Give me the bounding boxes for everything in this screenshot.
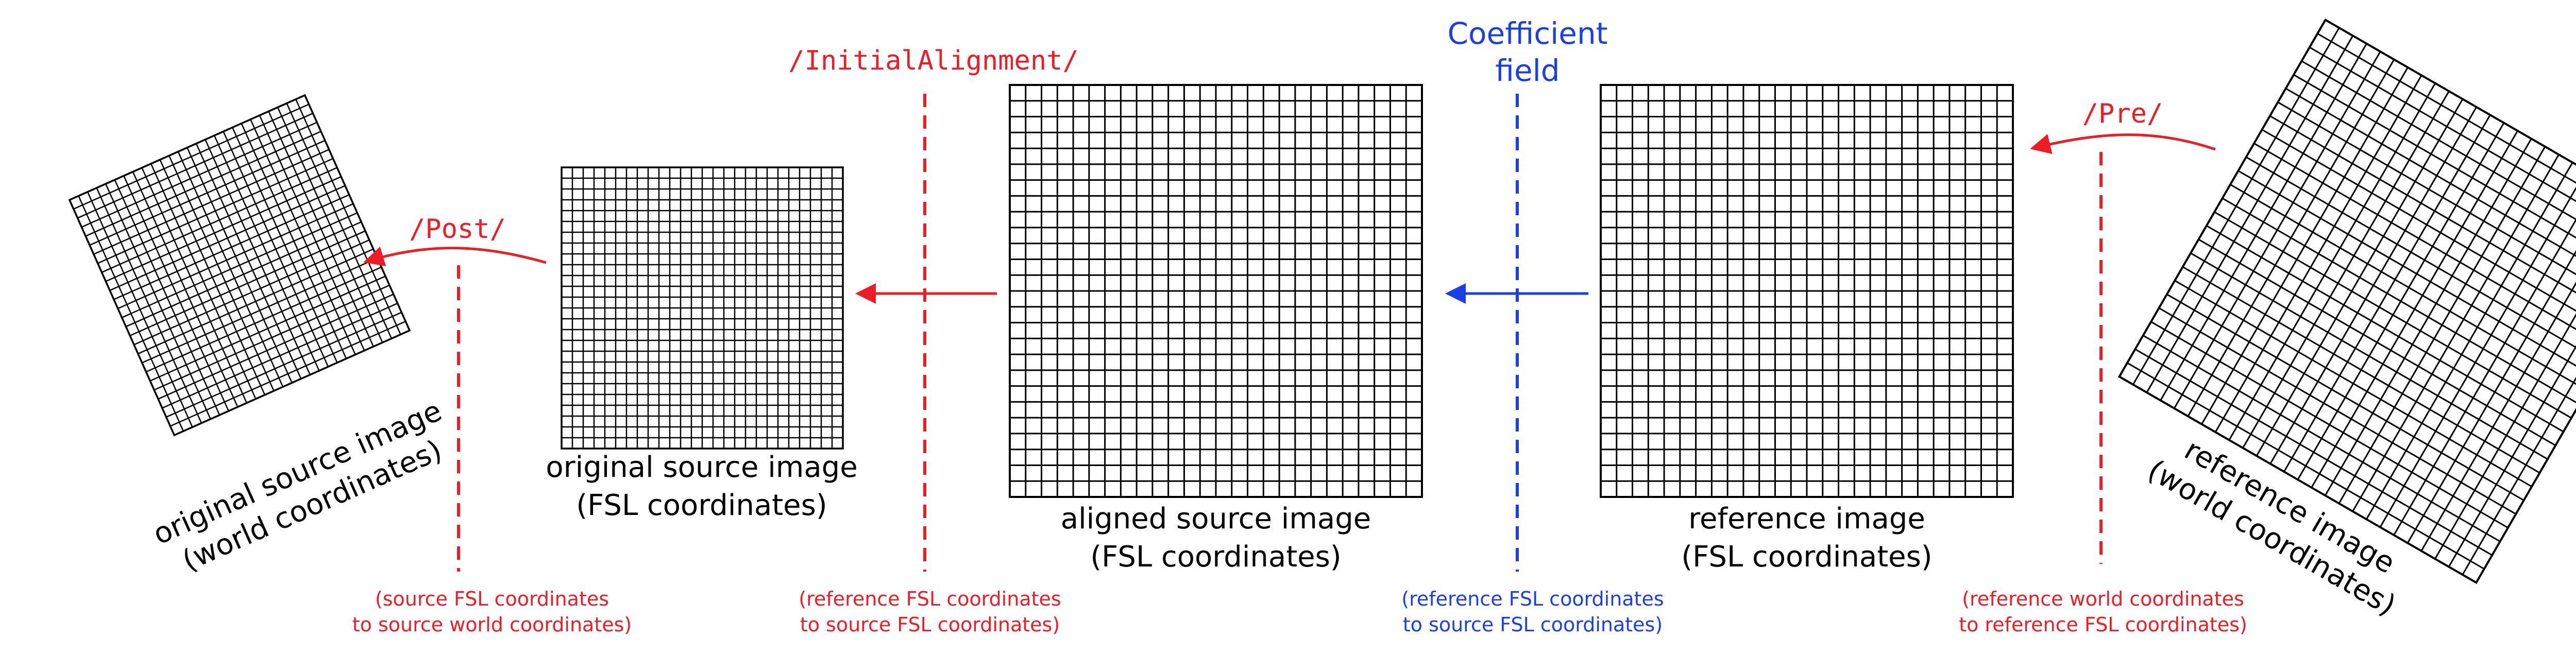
coefficient-field-label-line1: Coefficient <box>1448 16 1608 51</box>
initial-alignment-desc-line1: (reference FSL coordinates <box>799 588 1061 610</box>
initial-alignment-desc-line2: to source FSL coordinates) <box>800 613 1060 636</box>
pre-arrow <box>2030 133 2216 154</box>
grid-lines <box>562 167 843 449</box>
original-world-grid <box>68 94 411 437</box>
reference-fsl-grid <box>1600 84 2014 498</box>
reference-world-grid <box>2117 18 2576 584</box>
label-aligned-fsl-line2: (FSL coordinates) <box>1090 540 1341 574</box>
label-original-fsl-line2: (FSL coordinates) <box>576 489 827 522</box>
original-fsl-grid <box>561 166 844 450</box>
grid-lines <box>73 99 406 432</box>
post-label: /Post/ <box>409 214 506 245</box>
label-reference-fsl-line2: (FSL coordinates) <box>1681 540 1932 574</box>
post-desc-line1: (source FSL coordinates <box>375 588 609 610</box>
coefficient-field-desc-line1: (reference FSL coordinates <box>1401 588 1664 610</box>
pre-label: /Pre/ <box>2082 98 2163 129</box>
label-reference-fsl-line1: reference image <box>1688 502 1925 536</box>
grid-lines <box>2127 27 2576 575</box>
label-aligned-fsl-line1: aligned source image <box>1061 502 1371 536</box>
pre-desc-line2: to reference FSL coordinates) <box>1959 613 2247 636</box>
initial-alignment-label: /InitialAlignment/ <box>788 45 1079 76</box>
coefficient-field-label-line2: field <box>1495 53 1560 88</box>
grid-lines <box>1010 85 1422 497</box>
pre-desc-line1: (reference world coordinates <box>1962 588 2244 610</box>
post-desc-line2: to source world coordinates) <box>352 613 632 636</box>
aligned-fsl-grid <box>1009 84 1423 498</box>
label-original-fsl-line1: original source image <box>546 451 857 484</box>
grid-lines <box>1601 85 2013 497</box>
post-arrow <box>363 246 547 267</box>
coefficient-field-desc-line2: to source FSL coordinates) <box>1403 613 1663 636</box>
